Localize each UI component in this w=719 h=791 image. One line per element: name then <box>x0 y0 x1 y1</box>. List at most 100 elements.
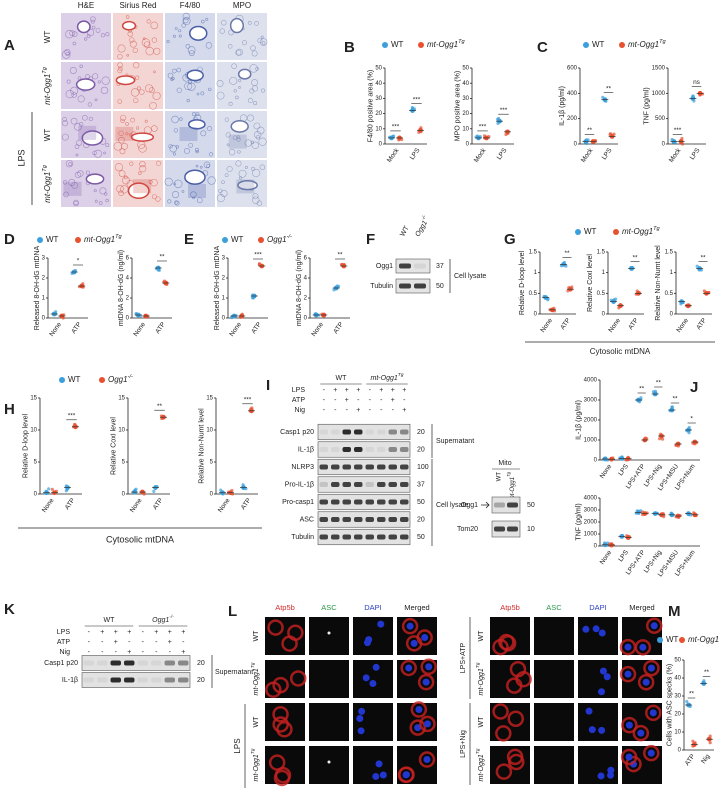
significance: ** <box>700 254 706 261</box>
treatment-sign: - <box>128 639 131 646</box>
tissue-texture <box>172 152 176 156</box>
nucleus <box>356 714 364 722</box>
blot-band <box>354 534 363 540</box>
blot-band <box>388 464 397 470</box>
nucleus <box>372 772 380 780</box>
treatment-sign: + <box>127 649 131 656</box>
tissue-texture <box>130 117 136 123</box>
blot-band <box>354 447 363 452</box>
tissue-texture <box>216 79 224 87</box>
treatment-sign: - <box>334 407 337 414</box>
micrograph <box>309 660 349 698</box>
inflammation <box>179 127 198 142</box>
tissue-texture <box>203 161 211 169</box>
mw-marker: 20 <box>417 516 425 523</box>
mito-stain <box>509 661 527 678</box>
y-tick-label: 4 <box>304 276 308 282</box>
treatment-sign: - <box>323 387 326 394</box>
histology-image <box>113 13 163 60</box>
tissue-texture <box>249 64 258 73</box>
mito-stain <box>265 681 282 698</box>
histology-image <box>165 111 215 158</box>
y-tick-label: 50 <box>674 658 681 664</box>
legend-label: WT <box>592 40 605 49</box>
legend-label-main: Ogg1 <box>267 235 287 244</box>
legend-label-main: mt-Ogg1 <box>84 235 115 244</box>
y-tick-label: 10 <box>375 126 382 132</box>
column-header: Merged <box>404 603 429 612</box>
tissue-texture <box>153 70 156 74</box>
x-tick-label: None <box>539 317 554 334</box>
blot-strip <box>317 493 411 511</box>
tissue-texture <box>175 145 180 149</box>
treatment-sign: - <box>142 629 145 636</box>
treatment-sign: + <box>181 629 185 636</box>
column-header: Merged <box>629 603 654 612</box>
tissue-texture <box>103 151 106 155</box>
y-tick-label: 1000 <box>584 532 598 538</box>
tissue-texture <box>127 31 134 37</box>
treatment-sign: + <box>356 387 360 394</box>
tissue-texture <box>70 117 78 125</box>
significance: ** <box>656 380 662 387</box>
x-tick-label: Mock <box>473 147 488 164</box>
legend-label: Ogg1-/- <box>108 374 133 384</box>
x-tick-label: None <box>228 321 243 338</box>
x-tick-label: Mock <box>386 147 401 164</box>
tissue-texture <box>200 19 205 24</box>
blot-band <box>377 482 386 487</box>
tissue-texture <box>200 91 205 96</box>
mito-stain <box>637 673 655 691</box>
tissue-texture <box>94 98 98 102</box>
tissue-texture <box>196 197 203 204</box>
tissue-texture <box>120 114 127 121</box>
column-header: ASC <box>546 603 562 612</box>
x-tick-label: None <box>132 321 147 338</box>
tissue-texture <box>117 62 123 68</box>
tissue-texture <box>100 86 109 95</box>
significance: ** <box>704 669 710 676</box>
y-tick-label: 1.5 <box>597 250 606 256</box>
blot-band <box>388 447 397 452</box>
tissue-texture <box>126 53 130 57</box>
tissue-texture <box>178 29 182 33</box>
y-tick-label: 1 <box>222 296 226 302</box>
tissue-texture <box>152 91 161 100</box>
replicate-dot <box>708 741 712 745</box>
tissue-texture <box>235 95 239 100</box>
fraction-label: Cell lysate <box>436 502 468 509</box>
replicate-dot <box>691 739 695 743</box>
nucleus <box>649 709 657 717</box>
blot-band <box>400 464 409 470</box>
mito-stain <box>417 673 435 691</box>
tissue-texture <box>196 92 200 96</box>
tissue-texture <box>205 17 209 21</box>
tissue-texture <box>250 140 255 145</box>
mito-stain <box>272 705 289 723</box>
inflammation <box>78 125 97 140</box>
row-label: mt-Ogg1Tg <box>250 748 260 781</box>
y-axis-label: Relative Non-Numt level <box>655 245 662 321</box>
significance: *** <box>674 127 682 134</box>
legend-label-sup: Tg <box>653 226 660 232</box>
airway <box>230 120 249 133</box>
x-tick-label: None <box>217 497 232 514</box>
tissue-texture <box>62 180 68 185</box>
x-tick-label: None <box>675 317 690 334</box>
lane-label-sup: -/- <box>421 214 429 221</box>
row-label-sup: Tg <box>475 748 481 754</box>
treatment-sign: + <box>402 387 406 394</box>
blot-band <box>365 447 374 452</box>
nucleus <box>642 678 650 686</box>
treatment-label: LPS <box>292 387 306 394</box>
tissue-texture <box>116 184 124 193</box>
tissue-texture <box>139 165 147 173</box>
treatment-sign: - <box>346 407 349 414</box>
mito-stain <box>281 635 298 652</box>
tissue-texture <box>253 131 262 139</box>
column-header: DAPI <box>364 603 382 612</box>
tissue-texture <box>252 193 259 200</box>
x-tick-label: None <box>48 321 63 338</box>
band-label: Tubulin <box>291 534 314 541</box>
blot-band <box>365 429 374 435</box>
